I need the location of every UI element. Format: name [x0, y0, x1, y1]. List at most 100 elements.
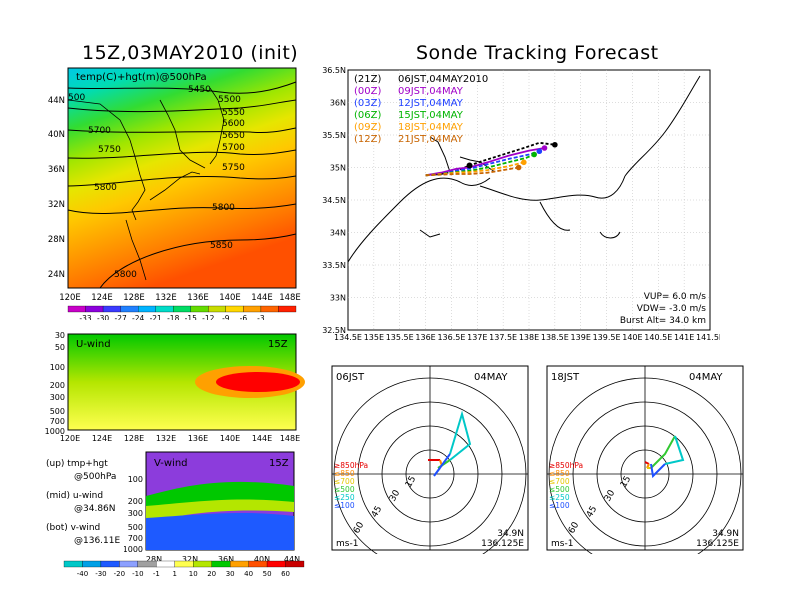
lon-tick: 139E [571, 333, 591, 342]
colorbar-swatch [208, 305, 226, 313]
lon-tick: 148E [279, 293, 301, 303]
colorbar-swatch [230, 560, 249, 568]
uwind-label: U-wind [76, 339, 111, 350]
svg-text:45: 45 [370, 505, 384, 520]
lon-tick: 136E [188, 434, 208, 443]
lon-tick: 140.5E [644, 333, 672, 342]
lon-tick: 148E [280, 434, 300, 443]
lon-tick: 128E [124, 434, 144, 443]
lat-tick: 35N [330, 164, 346, 173]
colorbar-label: -3 [257, 314, 265, 320]
colorbar-label: -18 [167, 314, 179, 320]
colorbar-swatch [119, 560, 138, 568]
colorbar-swatch [67, 305, 86, 313]
lat-tick: 28N [48, 235, 65, 245]
track-line [425, 147, 545, 177]
colorbar-swatch [285, 560, 305, 568]
colorbar-label: -33 [79, 314, 91, 320]
lat-tick: 34.5N [322, 196, 346, 205]
track-line [425, 166, 519, 177]
legend-text: 21JST,04MAY [398, 134, 464, 145]
legend-line: @136.11E [74, 536, 121, 546]
svg-text:15: 15 [619, 475, 633, 490]
lon-tick: 138.5E [541, 333, 569, 342]
colorbar-swatch [190, 305, 209, 313]
lat-tick: 40N [48, 130, 65, 140]
level-label: ≤700 [549, 477, 570, 486]
colorbar-swatch [266, 560, 286, 568]
lat-tick: 44N [284, 555, 300, 564]
colorbar-swatch [173, 305, 191, 313]
p-tick: 500 [50, 407, 65, 416]
legend-line: (bot) v-wind [46, 523, 101, 533]
contour-label: 5800 [94, 183, 117, 193]
vwind-negative [146, 512, 294, 550]
track-end-point [531, 151, 537, 158]
lat-tick: 28N [146, 555, 162, 564]
colorbar-swatch [193, 560, 212, 568]
colorbar-swatch [138, 305, 156, 313]
hodograph-right: 18JST 04MAY ms-1 34.9N 136.125E 15 30 45… [546, 365, 744, 554]
uwind-lon-ticks: 120E 124E 128E 132E 136E 140E 144E 148E [60, 434, 300, 443]
level-label: ≤500 [334, 485, 355, 494]
lon-tick: 135E [364, 333, 384, 342]
colorbar-swatch [85, 305, 104, 313]
legend-code: (09Z) [354, 122, 381, 133]
level-label: ≤100 [334, 501, 355, 510]
lat-tick: 36N [330, 99, 346, 108]
legend-code: (12Z) [354, 134, 381, 145]
vwind-lat-ticks: 28N 32N 36N 40N 44N [146, 555, 300, 564]
vwind-section: V-wind 15Z 100 200 300 500 700 1000 28N … [124, 451, 300, 564]
hodo-date: 04MAY [689, 372, 723, 383]
p-tick: 100 [50, 363, 65, 372]
lat-tick: 24N [48, 270, 65, 280]
lon-tick: 132E [155, 293, 177, 303]
contour-label: 5800 [114, 270, 137, 280]
hodo-unit: ms-1 [336, 539, 358, 549]
temp-height-map: 44N 40N 36N 32N 28N 24N 120E 124E 128E 1… [48, 67, 301, 320]
hodo-unit: ms-1 [551, 539, 573, 549]
contour-label: 5750 [98, 145, 121, 155]
p-tick: 100 [128, 475, 143, 484]
burst-point [466, 162, 473, 169]
level-label: ≤250 [334, 493, 355, 502]
hodo-rings: 15 30 45 60 [352, 475, 418, 536]
uwind-section: U-wind 15Z 30 50 100 200 300 500 700 100… [45, 331, 305, 443]
contour-label: 500 [68, 93, 85, 103]
lat-tick: 44N [48, 96, 65, 106]
p-tick: 500 [128, 523, 143, 532]
tracking-info: VUP= 6.0 m/s VDW= -3.0 m/s Burst Alt= 34… [620, 292, 706, 326]
lat-tick: 40N [254, 555, 270, 564]
colorbar-label: 50 [263, 570, 272, 578]
colorbar-label: 30 [226, 570, 235, 578]
colorbar-label: -15 [185, 314, 197, 320]
lon-tick: 120E [60, 434, 80, 443]
lon-tick: 140E [220, 434, 240, 443]
lat-tick: 32.5N [322, 326, 346, 335]
colorbar-swatch [248, 560, 268, 568]
lat-tick: 36.5N [322, 66, 346, 75]
hodograph-left: 06JST 04MAY ms-1 34.9N 136.125E 15 30 45… [331, 365, 529, 554]
lon-tick: 137.5E [489, 333, 517, 342]
info-burst: Burst Alt= 34.0 km [620, 316, 706, 326]
contour-label: 5650 [222, 131, 245, 141]
hodo-date: 04MAY [474, 372, 508, 383]
colorbar-label: 20 [207, 570, 216, 578]
colorbar-swatch [174, 560, 194, 568]
lon-tick: 144E [251, 293, 273, 303]
lon-tick: 136E [415, 333, 435, 342]
legend-code: (03Z) [354, 98, 381, 109]
legend-text: 18JST,04MAY [398, 122, 464, 133]
lat-tick: 33N [330, 294, 346, 303]
lat-tick: 34N [330, 229, 346, 238]
lon-ticks: 120E 124E 128E 132E 136E 140E 144E 148E [59, 293, 301, 303]
uwind-p-ticks: 30 50 100 200 300 500 700 1000 [45, 331, 65, 436]
level-label: ≤100 [549, 501, 570, 510]
tracking-coastline [347, 75, 701, 263]
legend-line: @500hPa [74, 472, 117, 482]
colorbar-swatch [260, 305, 279, 313]
lat-ticks: 44N 40N 36N 32N 28N 24N [48, 96, 65, 280]
colorbar-label: -1 [153, 570, 160, 578]
bottom-colorbar: -40 -30 -20 -10 -1 1 10 20 30 40 50 60 [63, 560, 305, 578]
track-end-point [521, 159, 527, 166]
